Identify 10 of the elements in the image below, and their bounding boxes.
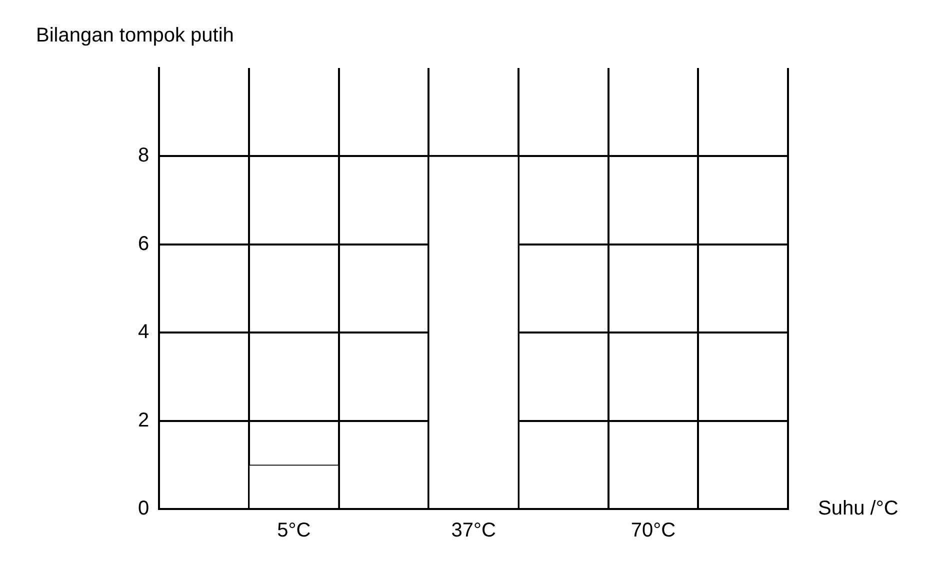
x-tick-label: 70°C <box>630 520 676 542</box>
y-tick-label: 6 <box>138 232 150 255</box>
x-tick-label: 5°C <box>277 520 311 542</box>
y-tick-label: 4 <box>138 321 150 344</box>
x-axis-title: Suhu /°C <box>818 498 898 520</box>
y-tick-label: 8 <box>138 144 150 167</box>
x-tick-label: 37°C <box>451 520 496 542</box>
y-tick-label: 2 <box>138 409 150 432</box>
y-tick-label: 0 <box>138 498 150 520</box>
y-axis-title: Bilangan tompok putih <box>36 24 234 47</box>
